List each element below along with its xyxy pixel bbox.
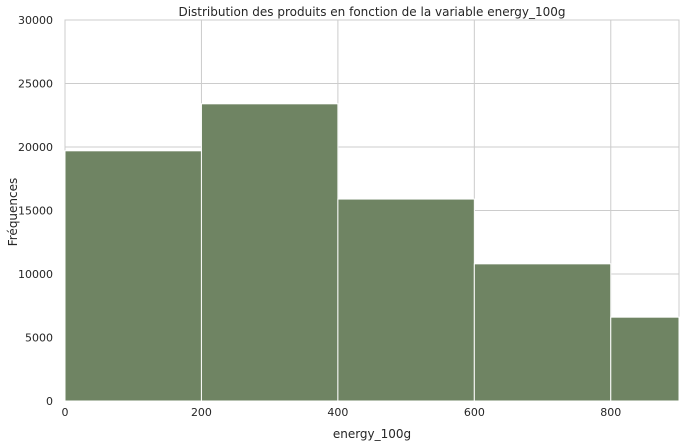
y-tick-label: 0 [46, 395, 53, 408]
x-tick-label: 800 [600, 406, 621, 419]
x-tick-label: 0 [62, 406, 69, 419]
histogram-bar [337, 198, 475, 402]
y-axis-title: Fréquences [6, 178, 20, 247]
x-tick-label: 200 [191, 406, 212, 419]
chart-title: Distribution des produits en fonction de… [178, 5, 565, 19]
histogram-bar [473, 263, 612, 402]
x-axis-title: energy_100g [333, 427, 411, 441]
y-tick-label: 20000 [18, 141, 53, 154]
y-tick-label: 10000 [18, 268, 53, 281]
histogram-bar [64, 150, 202, 402]
histogram-bar [200, 103, 339, 402]
y-tick-label: 25000 [18, 78, 53, 91]
y-tick-label: 30000 [18, 14, 53, 27]
histogram-bar [610, 316, 680, 402]
plot-area: 0 200 400 600 800 0 5000 10000 15000 20000 25000 30… [18, 14, 680, 419]
y-tick-label: 5000 [25, 332, 53, 345]
x-tick-label: 600 [464, 406, 485, 419]
y-tick-label: 15000 [18, 205, 53, 218]
x-tick-label: 400 [327, 406, 348, 419]
